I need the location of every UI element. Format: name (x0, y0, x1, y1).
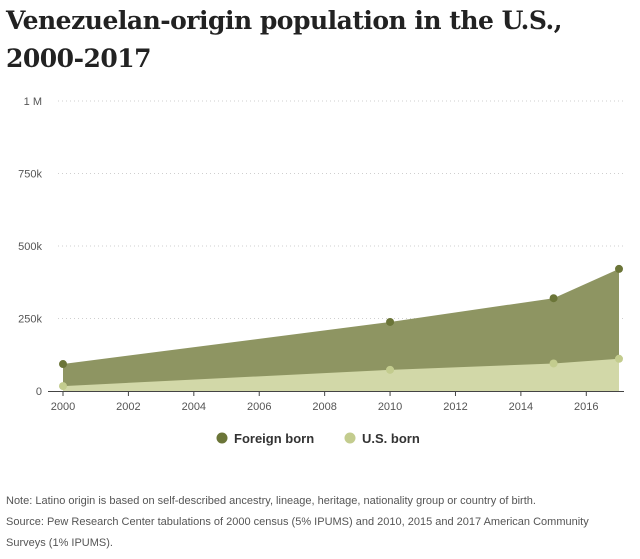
chart-source: Source: Pew Research Center tabulations … (6, 512, 636, 554)
y-tick-label: 0 (36, 386, 42, 398)
x-tick-label: 2002 (116, 401, 140, 413)
us-born-point (386, 365, 395, 374)
y-tick-label: 250k (18, 314, 42, 326)
area-foreign-born (63, 268, 619, 391)
foreign-born-point (615, 264, 623, 273)
x-tick-label: 2010 (378, 401, 402, 413)
us-born-point (549, 359, 558, 368)
y-tick-label: 750k (18, 169, 42, 181)
us-born-point (59, 382, 67, 391)
y-tick-label: 500k (18, 241, 42, 253)
area-us-born (63, 358, 619, 391)
x-tick-label: 2004 (182, 401, 206, 413)
x-tick-label: 2016 (574, 401, 598, 413)
x-tick-label: 2006 (247, 401, 271, 413)
x-tick-label: 2008 (312, 401, 336, 413)
gridlines (58, 100, 624, 319)
chart-title: Venezuelan-origin population in the U.S.… (6, 6, 562, 73)
y-axis: 0 250k 500k 750k 1 M (18, 96, 42, 398)
chart-note: Note: Latino origin is based on self-des… (6, 495, 536, 507)
plot-area (63, 268, 619, 391)
foreign-born-point (59, 360, 67, 369)
legend: Foreign born U.S. born (216, 431, 420, 446)
foreign-born-point (549, 294, 558, 303)
area-chart: 0 250k 500k 750k 1 M 2000 2002 2004 2006 2008 201… (18, 96, 624, 446)
legend-label: Foreign born (234, 431, 314, 446)
x-axis: 2000 2002 2004 2006 2008 2010 2012 2014 2016 (48, 391, 624, 413)
source-line-1: Source: Pew Research Center tabulations … (6, 516, 589, 528)
x-tick-label: 2000 (51, 401, 75, 413)
x-tick-label: 2012 (443, 401, 467, 413)
y-tick-label: 1 M (24, 96, 42, 108)
us-born-point (615, 354, 623, 363)
source-line-2: Surveys (1% IPUMS). (6, 537, 113, 549)
legend-swatch (344, 432, 356, 444)
legend-label: U.S. born (362, 431, 420, 446)
legend-swatch (216, 432, 228, 444)
foreign-born-point (386, 317, 395, 326)
x-tick-label: 2014 (509, 401, 533, 413)
data-points (59, 264, 623, 391)
